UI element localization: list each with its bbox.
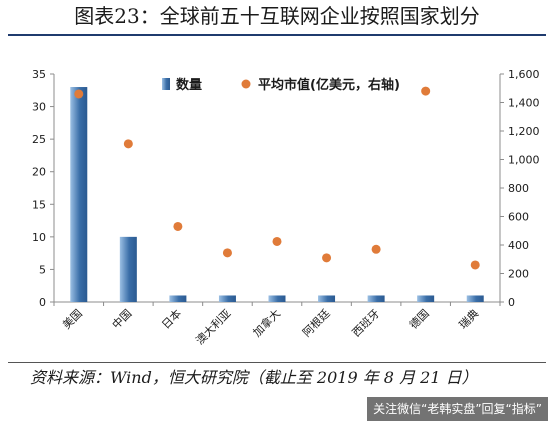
y-left-tick-label: 35: [32, 68, 46, 81]
bar-4: [268, 295, 286, 302]
y-left-tick-label: 20: [32, 166, 46, 179]
y-right-tick-label: 600: [508, 211, 529, 224]
dot-8: [470, 260, 480, 270]
y-left-tick-label: 15: [32, 198, 46, 211]
dot-3: [222, 248, 232, 258]
x-tick-label: 德国: [406, 306, 431, 331]
x-tick-label: 日本: [159, 306, 184, 331]
y-right-tick-label: 1,600: [508, 68, 540, 81]
y-left-tick-label: 5: [39, 263, 46, 276]
dot-1: [123, 139, 133, 149]
legend-bar-label: 数量: [176, 77, 202, 93]
source-note: 资料来源：Wind，恒大研究院（截止至 2019 年 8 月 21 日）: [30, 368, 478, 387]
bar-6: [367, 295, 385, 302]
dot-0: [74, 89, 84, 99]
bar-0: [70, 87, 88, 303]
x-tick-label: 加拿大: [250, 306, 283, 339]
y-right-tick-label: 200: [508, 268, 529, 281]
y-right-tick-label: 0: [508, 296, 515, 309]
bar-1: [119, 236, 137, 302]
x-tick-label: 西班牙: [350, 307, 383, 340]
y-left-tick-label: 30: [32, 101, 46, 114]
bar-3: [218, 295, 236, 302]
title-divider: [8, 34, 546, 36]
bar-5: [318, 295, 336, 302]
x-tick-label: 阿根廷: [299, 306, 332, 339]
dot-6: [371, 244, 381, 254]
legend-bar-swatch: [162, 78, 170, 90]
y-left-tick-label: 10: [32, 231, 46, 244]
y-right-tick-label: 1,200: [508, 125, 540, 138]
dot-7: [421, 86, 431, 96]
y-left-tick-label: 25: [32, 133, 46, 146]
legend: 数量 平均市值(亿美元，右轴): [162, 77, 400, 93]
dot-2: [173, 221, 183, 231]
y-right-tick-label: 1,400: [508, 97, 540, 110]
y-right-tick-label: 400: [508, 239, 529, 252]
chart: 0 5 10 15 20 25 30 35 0 200 400 600 800 1,000 1,200 1,4…: [32, 68, 540, 347]
y-left-tick-label: 0: [39, 296, 46, 309]
chart-title: 图表23：全球前五十互联网企业按照国家划分: [74, 4, 480, 28]
watermark: 关注微信“老韩实盘”回复“指标”: [367, 397, 548, 421]
dot-4: [272, 236, 282, 246]
y-right-tick-label: 1,000: [508, 154, 540, 167]
legend-dot-label: 平均市值(亿美元，右轴): [258, 77, 400, 93]
x-tick-label: 瑞典: [456, 306, 481, 331]
bar-7: [417, 295, 435, 302]
legend-dot-swatch: [241, 79, 251, 89]
bar-8: [466, 295, 484, 302]
x-tick-label: 澳大利亚: [193, 306, 234, 347]
bar-2: [169, 295, 187, 302]
y-right-tick-label: 800: [508, 182, 529, 195]
dot-5: [322, 253, 332, 263]
x-tick-label: 中国: [110, 307, 135, 332]
x-tick-label: 美国: [60, 307, 85, 332]
footer-divider: [8, 362, 546, 363]
